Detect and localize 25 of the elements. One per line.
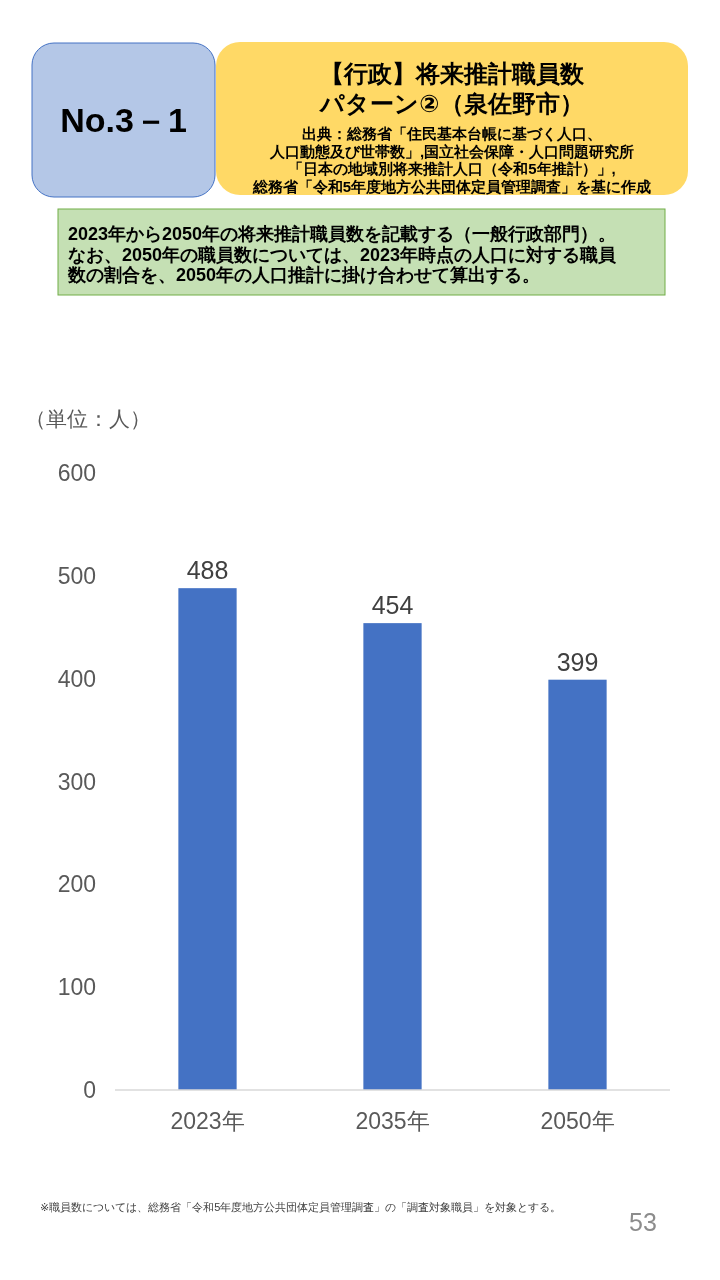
x-tick-label: 2023年 bbox=[170, 1108, 245, 1134]
x-tick-label: 2035年 bbox=[355, 1108, 430, 1134]
data-label: 488 bbox=[186, 556, 229, 585]
y-tick-label: 600 bbox=[57, 460, 96, 486]
chart-subtitle: 2023年から2050年の将来推計職員数を記載する（一般行政部門）。なお、2050年の職員数については、2023年時点の人口に対する職員数の割合を、2050年の人口推計に掛け合わせて算出する。 bbox=[67, 224, 618, 285]
y-tick-label: 100 bbox=[57, 974, 96, 1001]
data-label: 399 bbox=[556, 647, 599, 676]
subtitle-box: 2023年から2050年の将来推計職員数を記載する（一般行政部門）。なお、2050年の職員数については、2023年時点の人口に対する職員数の割合を、2050年の人口推計に掛け合わせて算出する。 bbox=[57, 208, 666, 296]
bar bbox=[548, 679, 607, 1090]
chart-title: 【行政】将来推計職員数パターン②（泉佐野市） bbox=[318, 60, 585, 117]
x-tick-label: 2050年 bbox=[540, 1108, 615, 1134]
title-box: 【行政】将来推計職員数パターン②（泉佐野市） 出典：総務省「住民基本台帳に基づく人口、人口動態及び世帯数」,国立社会保障・人口問題研究所「日本の地域別将来推計人口（令和5年推計）」,総務省「令和5年度地方公共団体定員管理調査」を基に作成 bbox=[216, 42, 688, 196]
text: 53 bbox=[629, 1208, 657, 1236]
badge: No.3－1 bbox=[31, 42, 216, 198]
bar bbox=[178, 588, 237, 1090]
y-axis-title: （単位：人） bbox=[25, 407, 151, 430]
data-label: 454 bbox=[371, 591, 414, 620]
y-tick-label: 0 bbox=[83, 1077, 96, 1103]
y-tick-label: 400 bbox=[57, 665, 96, 692]
y-tick-label: 300 bbox=[57, 768, 96, 795]
y-tick-label: 500 bbox=[57, 562, 96, 589]
y-tick-label: 200 bbox=[57, 871, 96, 898]
text: ※職員数については、総務省「令和5年度地方公共団体定員管理調査」の「調査対象職員」を対象とする。 bbox=[40, 1201, 562, 1214]
source-note: 出典：総務省「住民基本台帳に基づく人口、人口動態及び世帯数」,国立社会保障・人口問題研究所「日本の地域別将来推計人口（令和5年推計）」,総務省「令和5年度地方公共団体定員管理調査」を基に作成 bbox=[251, 125, 652, 196]
bar bbox=[363, 623, 422, 1090]
